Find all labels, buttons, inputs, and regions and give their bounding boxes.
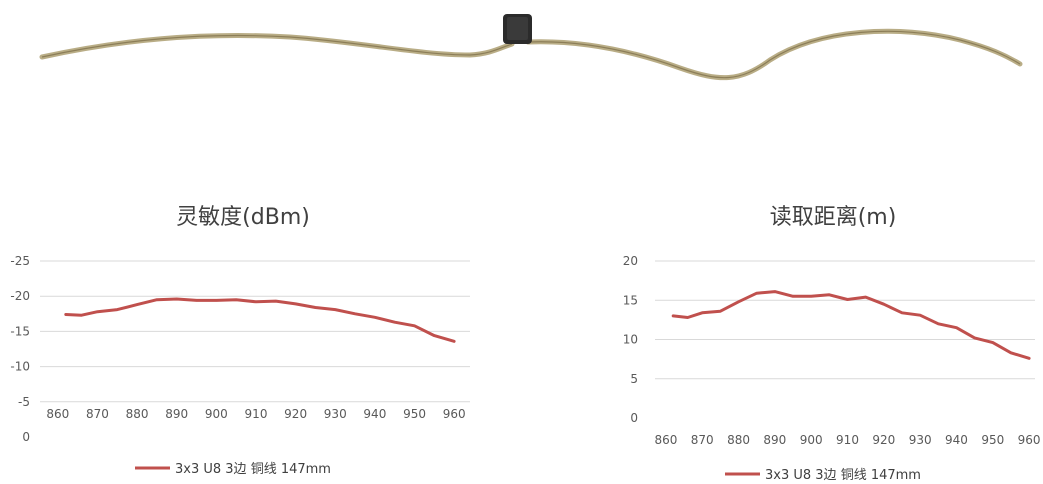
x-tick-label: 950	[403, 407, 426, 421]
x-tick-label: 960	[443, 407, 466, 421]
y-tick-label: 0	[22, 430, 30, 444]
x-tick-label: 910	[836, 433, 859, 447]
x-tick-label: 940	[945, 433, 968, 447]
read-range-chart: 读取距离(m) 0 5 10 15 20 860 870 880 890 900 910 920 930 9…	[623, 205, 1041, 483]
x-tick-label: 900	[800, 433, 823, 447]
y-tick-label: -25	[10, 254, 30, 268]
x-tick-label: 870	[86, 407, 109, 421]
x-tick-label: 870	[691, 433, 714, 447]
x-tick-label: 920	[872, 433, 895, 447]
chart-title: 灵敏度(dBm)	[176, 205, 310, 230]
x-tick-label: 860	[46, 407, 69, 421]
x-tick-label: 910	[245, 407, 268, 421]
x-tick-label: 950	[981, 433, 1004, 447]
sensitivity-chart: 灵敏度(dBm) -25 -20 -15 -10 -5 0 860 870 880 890 900 91…	[10, 205, 470, 477]
x-tick-label: 900	[205, 407, 228, 421]
y-tick-label: 10	[623, 333, 638, 347]
x-tick-label: 930	[909, 433, 932, 447]
y-tick-label: 0	[630, 411, 638, 425]
y-tick-label: -20	[10, 289, 30, 303]
x-tick-label: 890	[763, 433, 786, 447]
legend-label: 3x3 U8 3边 铜线 147mm	[175, 462, 331, 477]
x-tick-label: 890	[165, 407, 188, 421]
series-line	[64, 297, 456, 343]
y-tick-label: -10	[10, 360, 30, 374]
series-line	[671, 290, 1031, 360]
y-tick-label: -15	[10, 324, 30, 338]
y-tick-label: 5	[630, 372, 638, 386]
x-tick-label: 880	[126, 407, 149, 421]
legend-label: 3x3 U8 3边 铜线 147mm	[765, 468, 921, 483]
chart-title: 读取距离(m)	[770, 205, 897, 230]
x-tick-label: 930	[324, 407, 347, 421]
y-tick-label: 15	[623, 293, 638, 307]
x-tick-label: 940	[363, 407, 386, 421]
x-tick-label: 880	[727, 433, 750, 447]
y-tick-label: -5	[18, 395, 30, 409]
x-tick-label: 860	[654, 433, 677, 447]
x-tick-label: 960	[1018, 433, 1041, 447]
x-tick-label: 920	[284, 407, 307, 421]
y-tick-label: 20	[623, 254, 638, 268]
antenna-tag-image	[39, 14, 1023, 81]
